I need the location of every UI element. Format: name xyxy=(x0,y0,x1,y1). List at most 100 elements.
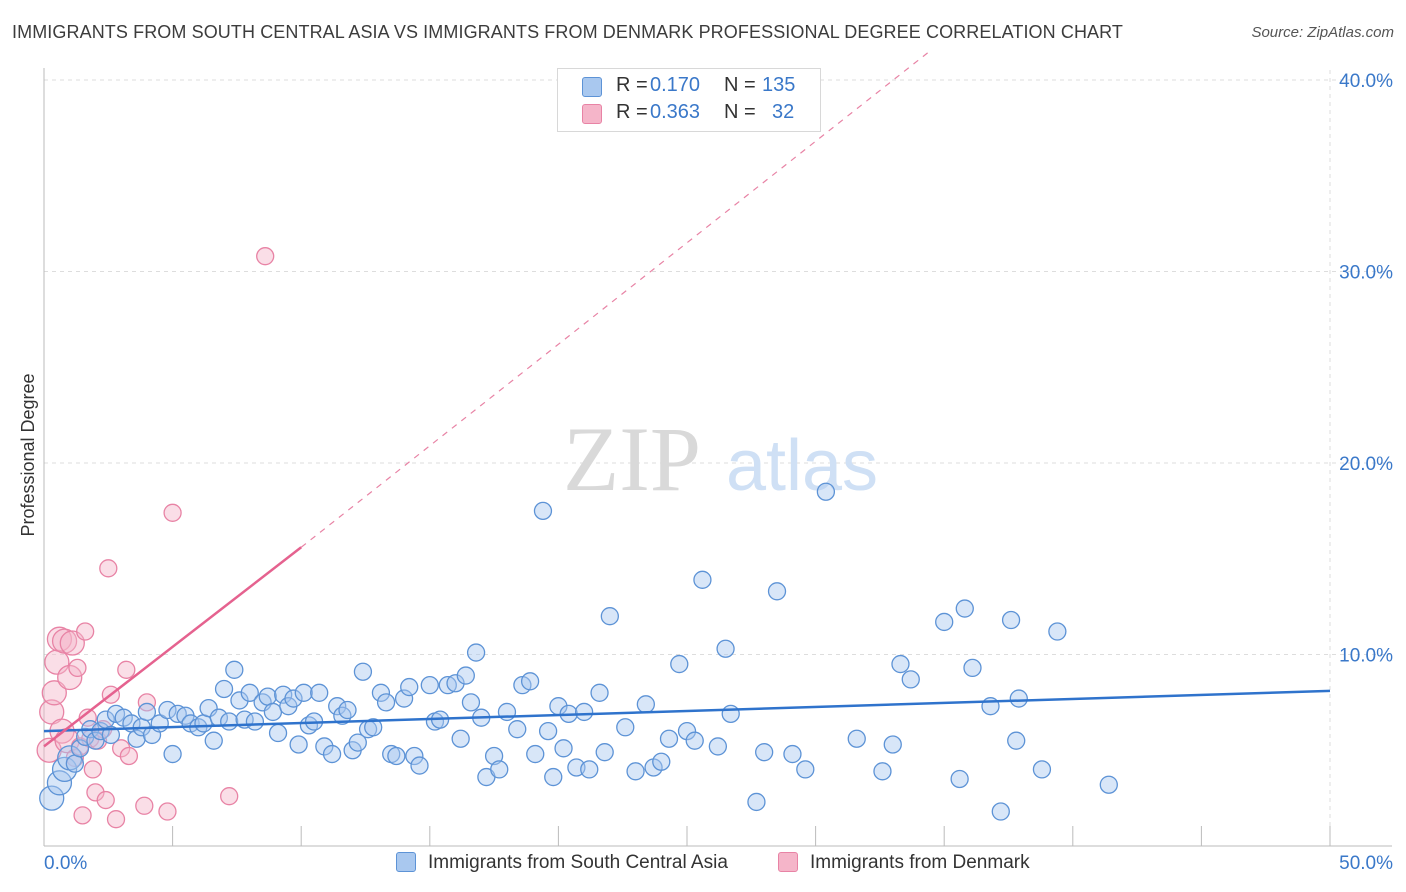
south-central-asia-point-128 xyxy=(1007,731,1026,750)
south-central-asia-point-62 xyxy=(387,746,406,766)
y-tick-label-1: 20.0% xyxy=(1339,454,1393,475)
denmark-point-25 xyxy=(112,739,131,758)
south-central-asia-point-123 xyxy=(955,599,974,618)
south-central-asia-point-121 xyxy=(935,612,954,632)
y-tick-label-2: 30.0% xyxy=(1339,263,1393,284)
south-central-asia-point-116 xyxy=(847,729,866,748)
south-central-asia-point-41 xyxy=(274,685,293,704)
south-central-asia-point-105 xyxy=(685,731,704,750)
south-central-asia-point-130 xyxy=(1032,760,1052,779)
south-central-asia-point-21 xyxy=(163,744,182,764)
source-credit: Source: ZipAtlas.com xyxy=(1251,24,1394,41)
south-central-asia-point-20 xyxy=(158,700,177,720)
south-central-asia-point-81 xyxy=(508,720,527,739)
south-central-asia-point-104 xyxy=(677,721,697,741)
south-central-asia-point-120 xyxy=(901,670,920,689)
south-central-asia-point-83 xyxy=(520,672,540,691)
south-central-asia-point-124 xyxy=(963,658,982,678)
legend-n-label: N = xyxy=(724,74,756,96)
axes xyxy=(43,68,1392,847)
denmark-point-31 xyxy=(163,503,182,522)
south-central-asia-point-48 xyxy=(310,683,329,702)
south-central-asia-point-117 xyxy=(873,762,892,781)
series-south-central-asia-points xyxy=(39,482,1118,821)
legend-swatch-blue xyxy=(582,77,602,97)
south-central-asia-point-94 xyxy=(590,683,609,702)
south-central-asia-point-115 xyxy=(816,482,836,501)
south-central-asia-point-71 xyxy=(446,674,465,693)
south-central-asia-point-33 xyxy=(230,691,249,710)
south-central-asia-point-43 xyxy=(284,689,303,708)
denmark-point-17 xyxy=(83,760,103,779)
south-central-asia-point-11 xyxy=(101,725,121,745)
south-central-asia-point-36 xyxy=(245,712,265,731)
y-tick-label-0: 10.0% xyxy=(1339,646,1393,667)
legend-pink-n-value: 32 xyxy=(772,101,795,123)
south-central-asia-point-75 xyxy=(466,643,486,662)
south-central-asia-point-84 xyxy=(526,744,545,764)
south-central-asia-point-78 xyxy=(484,746,504,766)
south-central-asia-point-66 xyxy=(410,756,429,775)
south-central-asia-point-1 xyxy=(46,770,73,796)
legend-pink-r-value: 0.363 xyxy=(650,101,701,123)
south-central-asia-point-56 xyxy=(353,662,373,681)
south-central-asia-point-60 xyxy=(376,693,396,712)
south-central-asia-point-79 xyxy=(490,760,509,779)
trend-lines xyxy=(43,48,1331,748)
south-central-asia-point-63 xyxy=(394,689,414,708)
south-central-asia-point-35 xyxy=(240,683,259,702)
denmark-point-2 xyxy=(41,680,67,706)
south-central-asia-point-92 xyxy=(574,702,594,722)
legend-r-label: R = xyxy=(616,101,648,123)
bottom-legend-swatch-blue xyxy=(396,852,416,872)
denmark-point-6 xyxy=(51,628,78,654)
south-central-asia-point-50 xyxy=(322,744,342,764)
south-central-asia-point-122 xyxy=(950,769,969,789)
south-central-asia-point-40 xyxy=(268,723,288,743)
south-central-asia-point-107 xyxy=(708,737,728,756)
south-central-asia-point-112 xyxy=(767,582,787,601)
south-central-asia-point-26 xyxy=(194,714,213,733)
y-tick-label-3: 40.0% xyxy=(1339,71,1393,92)
south-central-asia-point-73 xyxy=(456,666,475,685)
bottom-legend-pink-label: Immigrants from Denmark xyxy=(810,852,1030,873)
south-central-asia-point-28 xyxy=(204,731,223,750)
south-central-asia-point-118 xyxy=(883,735,902,754)
south-central-asia-point-99 xyxy=(636,695,655,714)
denmark-point-33 xyxy=(256,247,275,266)
south-central-asia-point-126 xyxy=(991,802,1010,821)
denmark-point-24 xyxy=(106,810,126,829)
south-central-asia-point-59 xyxy=(371,683,391,702)
denmark-point-14 xyxy=(76,622,95,641)
watermark: ZIP atlas xyxy=(563,408,878,510)
south-central-asia-point-67 xyxy=(420,675,439,695)
south-central-asia-point-97 xyxy=(616,718,635,737)
denmark-point-30 xyxy=(158,802,177,821)
south-central-asia-point-30 xyxy=(214,679,234,699)
south-central-asia-point-53 xyxy=(338,700,357,720)
chart-title: IMMIGRANTS FROM SOUTH CENTRAL ASIA VS IM… xyxy=(12,22,1124,42)
denmark-point-32 xyxy=(220,787,239,806)
south-central-asia-point-101 xyxy=(652,752,671,771)
south-central-asia-point-87 xyxy=(544,767,563,787)
south-central-asia-point-74 xyxy=(461,693,481,712)
denmark-point-11 xyxy=(68,658,87,678)
trend-line-south-central-asia xyxy=(43,689,1331,733)
south-central-asia-point-132 xyxy=(1099,775,1118,794)
south-central-asia-point-31 xyxy=(220,712,239,731)
south-central-asia-point-58 xyxy=(364,718,383,737)
south-central-asia-point-109 xyxy=(721,704,740,724)
south-central-asia-point-0 xyxy=(39,785,65,811)
south-central-asia-point-9 xyxy=(91,721,110,741)
legend-blue-n-value: 135 xyxy=(762,74,796,96)
denmark-point-27 xyxy=(119,746,139,766)
south-central-asia-point-55 xyxy=(348,733,367,752)
south-central-asia-point-96 xyxy=(600,607,619,626)
south-central-asia-point-39 xyxy=(263,702,283,722)
south-central-asia-point-65 xyxy=(405,746,424,766)
tick-labels: 10.0% 20.0% 30.0% 40.0% 0.0% 50.0% xyxy=(44,71,1393,874)
south-central-asia-point-38 xyxy=(258,687,277,706)
legend-blue-r-value: 0.170 xyxy=(650,74,701,96)
denmark-point-13 xyxy=(73,806,92,825)
